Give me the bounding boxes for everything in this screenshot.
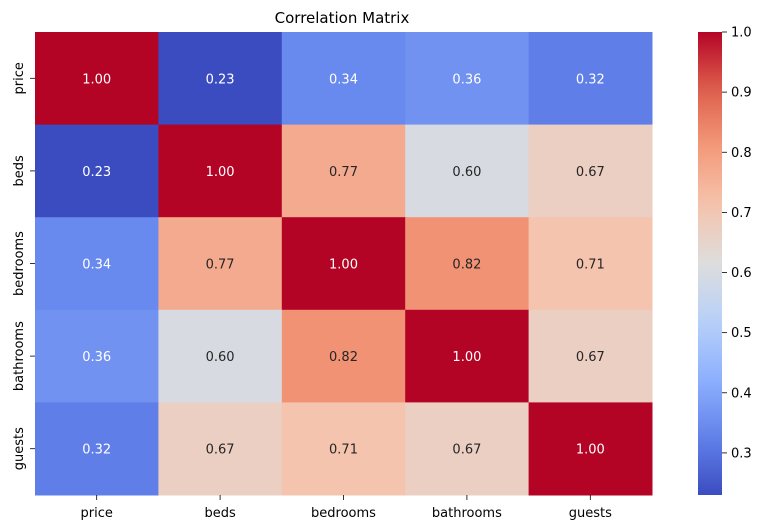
colorbar-ticks: 0.3 0.4 0.5 0.6 0.7 0.8 0.9 1.0 <box>722 26 752 461</box>
heatmap-cell <box>528 402 653 496</box>
cell-value-label: 0.82 <box>329 350 358 365</box>
cell-value-label: 0.34 <box>82 258 111 273</box>
heatmap-cell <box>405 32 530 126</box>
heatmap-cell <box>35 402 159 496</box>
heatmap-cell <box>528 32 653 126</box>
colorbar-tick-label: 0.3 <box>731 446 752 461</box>
cell-value-label: 0.23 <box>82 165 111 180</box>
y-tick-label: bedrooms <box>12 231 27 296</box>
colorbar: 0.3 0.4 0.5 0.6 0.7 0.8 0.9 1.0 <box>698 26 752 495</box>
cell-value-label: 0.36 <box>452 72 481 87</box>
y-tick-label: beds <box>12 155 27 187</box>
x-tick-label: price <box>81 506 113 521</box>
heatmap-cell <box>35 309 159 403</box>
heatmap-cell <box>281 309 406 403</box>
cell-value-label: 0.82 <box>452 258 481 273</box>
heatmap-cell <box>528 124 653 218</box>
cell-value-label: 1.00 <box>329 258 358 273</box>
colorbar-tick-label: 0.4 <box>731 386 752 401</box>
cell-value-label: 0.67 <box>576 165 605 180</box>
heatmap-cell <box>405 124 530 218</box>
heatmap-cell <box>528 217 653 311</box>
cell-value-label: 1.00 <box>576 443 605 458</box>
heatmap-cell <box>281 402 406 496</box>
colorbar-tick-label: 0.5 <box>731 326 752 341</box>
x-tick-label: beds <box>204 506 236 521</box>
heatmap-cell <box>158 217 283 311</box>
y-axis: price beds bedrooms bathrooms guests <box>12 62 35 470</box>
cell-value-label: 0.60 <box>452 165 481 180</box>
heatmap-cell <box>405 217 530 311</box>
heatmap-cell <box>405 309 530 403</box>
colorbar-tick-label: 0.8 <box>731 146 752 161</box>
x-tick-label: bedrooms <box>311 506 376 521</box>
y-tick-label: guests <box>12 427 27 470</box>
cell-value-label: 1.00 <box>206 165 235 180</box>
cell-value-label: 0.77 <box>329 165 358 180</box>
colorbar-tick-label: 1.0 <box>731 26 752 41</box>
heatmap-cell <box>281 32 406 126</box>
heatmap-cell <box>281 124 406 218</box>
x-tick-label: guests <box>569 506 612 521</box>
y-tick-label: price <box>12 62 27 94</box>
colorbar-tick-label: 0.9 <box>731 86 752 101</box>
heatmap-cell <box>35 217 159 311</box>
colorbar-tick-label: 0.7 <box>731 206 752 221</box>
cell-value-label: 0.67 <box>206 443 235 458</box>
cell-value-label: 0.71 <box>576 258 605 273</box>
colorbar-gradient <box>698 32 722 495</box>
cell-value-label: 0.77 <box>206 258 235 273</box>
chart-title: Correlation Matrix <box>275 9 410 27</box>
x-tick-label: bathrooms <box>432 506 502 521</box>
cell-value-label: 1.00 <box>82 72 111 87</box>
cell-value-label: 0.32 <box>576 72 605 87</box>
heatmap-cell <box>405 402 530 496</box>
heatmap-cell <box>158 309 283 403</box>
cell-value-label: 0.23 <box>206 72 235 87</box>
heatmap-cell <box>281 217 406 311</box>
cell-value-label: 0.67 <box>576 350 605 365</box>
y-tick-label: bathrooms <box>12 321 27 391</box>
cell-value-label: 0.32 <box>82 443 111 458</box>
heatmap-cell <box>35 124 159 218</box>
heatmap-cell <box>158 124 283 218</box>
cell-value-label: 0.71 <box>329 443 358 458</box>
cell-value-label: 0.60 <box>206 350 235 365</box>
cell-value-label: 1.00 <box>452 350 481 365</box>
heatmap-cell <box>528 309 653 403</box>
heatmap-cell <box>158 32 283 126</box>
heatmap-cell <box>158 402 283 496</box>
heatmap-cells: 1.00 0.23 0.34 0.36 0.32 0.23 1.00 0.77 0.60 0.67… <box>35 32 653 496</box>
x-axis: price beds bedrooms bathrooms guests <box>81 495 612 521</box>
cell-value-label: 0.67 <box>452 443 481 458</box>
cell-value-label: 0.34 <box>329 72 358 87</box>
heatmap-cell <box>35 32 159 126</box>
cell-value-label: 0.36 <box>82 350 111 365</box>
colorbar-tick-label: 0.6 <box>731 266 752 281</box>
